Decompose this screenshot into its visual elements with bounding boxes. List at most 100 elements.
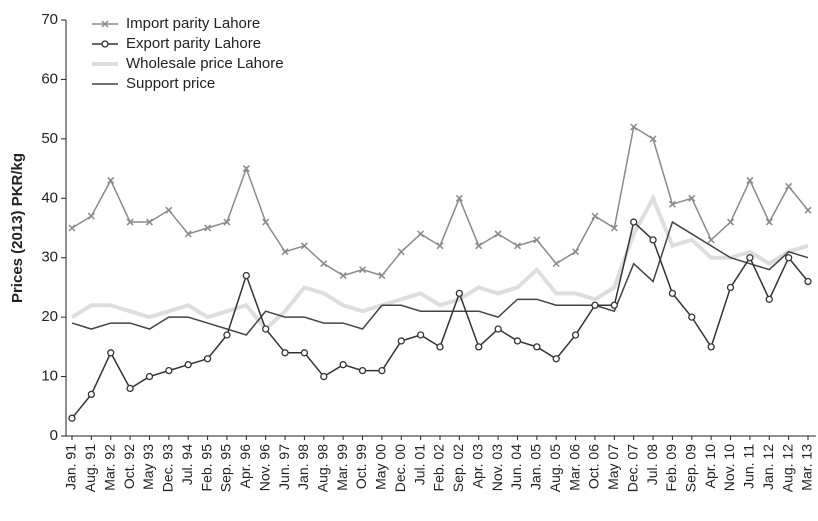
- x-tick-label: Aug. 05: [547, 444, 563, 492]
- y-tick-label: 50: [41, 130, 58, 147]
- circle-marker: [784, 254, 793, 262]
- circle-marker: [746, 254, 754, 262]
- series-line: [71, 220, 809, 419]
- x-tick-label: Jun. 11: [741, 444, 757, 489]
- x-marker: [688, 194, 696, 202]
- y-tick-label: 10: [41, 368, 58, 385]
- x-marker: [262, 218, 270, 226]
- x-tick-label: May 93: [140, 444, 156, 490]
- x-marker: [417, 230, 425, 238]
- x-marker: [68, 224, 76, 232]
- y-tick-label: 70: [41, 11, 58, 28]
- x-tick-label: Nov. 10: [721, 444, 737, 491]
- circle-marker: [726, 283, 735, 292]
- circle-marker: [649, 236, 657, 244]
- x-marker: [436, 242, 444, 250]
- x-tick-label: Nov. 03: [489, 444, 505, 491]
- circle-marker: [455, 289, 464, 298]
- circle-marker: [552, 355, 560, 363]
- circle-marker: [571, 331, 580, 339]
- y-tick-label: 0: [50, 427, 58, 444]
- x-tick-label: Feb. 09: [663, 444, 679, 492]
- x-marker: [765, 218, 773, 226]
- x-tick-label: Mar. 13: [799, 444, 815, 491]
- circle-marker: [107, 349, 115, 357]
- x-marker: [184, 230, 192, 238]
- x-tick-label: Feb. 02: [431, 444, 447, 492]
- x-marker: [339, 272, 347, 280]
- x-marker: [630, 123, 638, 131]
- x-tick-label: Oct. 99: [353, 444, 369, 489]
- circle-marker: [281, 349, 289, 357]
- x-tick-label: Oct. 92: [121, 444, 137, 489]
- circle-marker: [165, 366, 173, 375]
- y-tick-label: 30: [41, 249, 58, 266]
- y-tick-label: 20: [41, 308, 58, 325]
- x-marker: [87, 212, 95, 220]
- x-tick-label: May 07: [605, 444, 621, 490]
- x-marker: [145, 218, 154, 226]
- x-marker: [494, 230, 502, 238]
- circle-marker: [688, 313, 696, 321]
- circle-marker: [591, 301, 599, 309]
- series-line: [70, 193, 809, 332]
- x-tick-label: Jul. 08: [644, 444, 660, 485]
- x-tick-label: Mar. 99: [334, 444, 350, 491]
- circle-marker: [203, 355, 212, 363]
- circle-marker: [68, 414, 76, 422]
- x-marker: [281, 248, 289, 256]
- x-tick-label: Jan. 05: [528, 444, 544, 490]
- circle-marker: [223, 331, 231, 339]
- x-tick-label: Jan. 91: [63, 444, 79, 490]
- circle-marker: [320, 372, 328, 381]
- x-marker: [455, 194, 463, 202]
- x-marker: [668, 200, 676, 208]
- circle-marker: [262, 325, 270, 333]
- x-marker: [475, 242, 483, 250]
- circle-marker: [242, 271, 250, 280]
- circle-marker: [610, 301, 618, 309]
- x-tick-label: May 00: [373, 444, 389, 490]
- x-tick-label: Feb. 95: [198, 444, 214, 492]
- x-marker: [649, 135, 657, 143]
- x-marker: [101, 20, 109, 28]
- x-marker: [107, 176, 115, 184]
- x-tick-label: Dec. 00: [392, 444, 408, 492]
- x-tick-label: Sep. 95: [218, 444, 234, 492]
- x-tick-label: Mar. 06: [566, 444, 582, 491]
- x-marker: [610, 224, 618, 232]
- x-tick-label: Dec. 93: [160, 444, 176, 492]
- x-marker: [204, 224, 212, 232]
- x-marker: [572, 248, 580, 256]
- circle-marker: [101, 40, 109, 48]
- x-marker: [223, 218, 231, 226]
- circle-marker: [145, 372, 154, 381]
- x-marker: [165, 206, 173, 214]
- x-tick-label: Sep. 09: [682, 444, 698, 492]
- x-tick-label: Oct. 06: [586, 444, 602, 489]
- circle-marker: [126, 384, 134, 393]
- x-marker: [358, 266, 367, 274]
- x-tick-label: Jul. 94: [179, 444, 195, 485]
- x-tick-label: Aug. 91: [82, 444, 98, 492]
- circle-marker: [494, 325, 502, 333]
- legend-label: Import parity Lahore: [126, 15, 260, 32]
- legend-label: Wholesale price Lahore: [126, 55, 284, 72]
- x-tick-label: Jan. 12: [760, 444, 776, 490]
- circle-marker: [87, 390, 96, 399]
- circle-marker: [300, 349, 309, 357]
- circle-marker: [397, 337, 405, 345]
- series-line: [71, 125, 809, 277]
- x-marker: [513, 242, 522, 250]
- x-tick-label: Dec. 07: [624, 444, 640, 492]
- x-marker: [126, 218, 134, 226]
- x-marker: [533, 236, 541, 244]
- x-marker: [726, 218, 735, 226]
- x-marker: [552, 260, 560, 268]
- circle-marker: [765, 295, 773, 303]
- circle-marker: [668, 289, 677, 298]
- x-tick-label: Jan. 98: [295, 444, 311, 490]
- circle-marker: [630, 218, 638, 226]
- series-line: [71, 220, 809, 336]
